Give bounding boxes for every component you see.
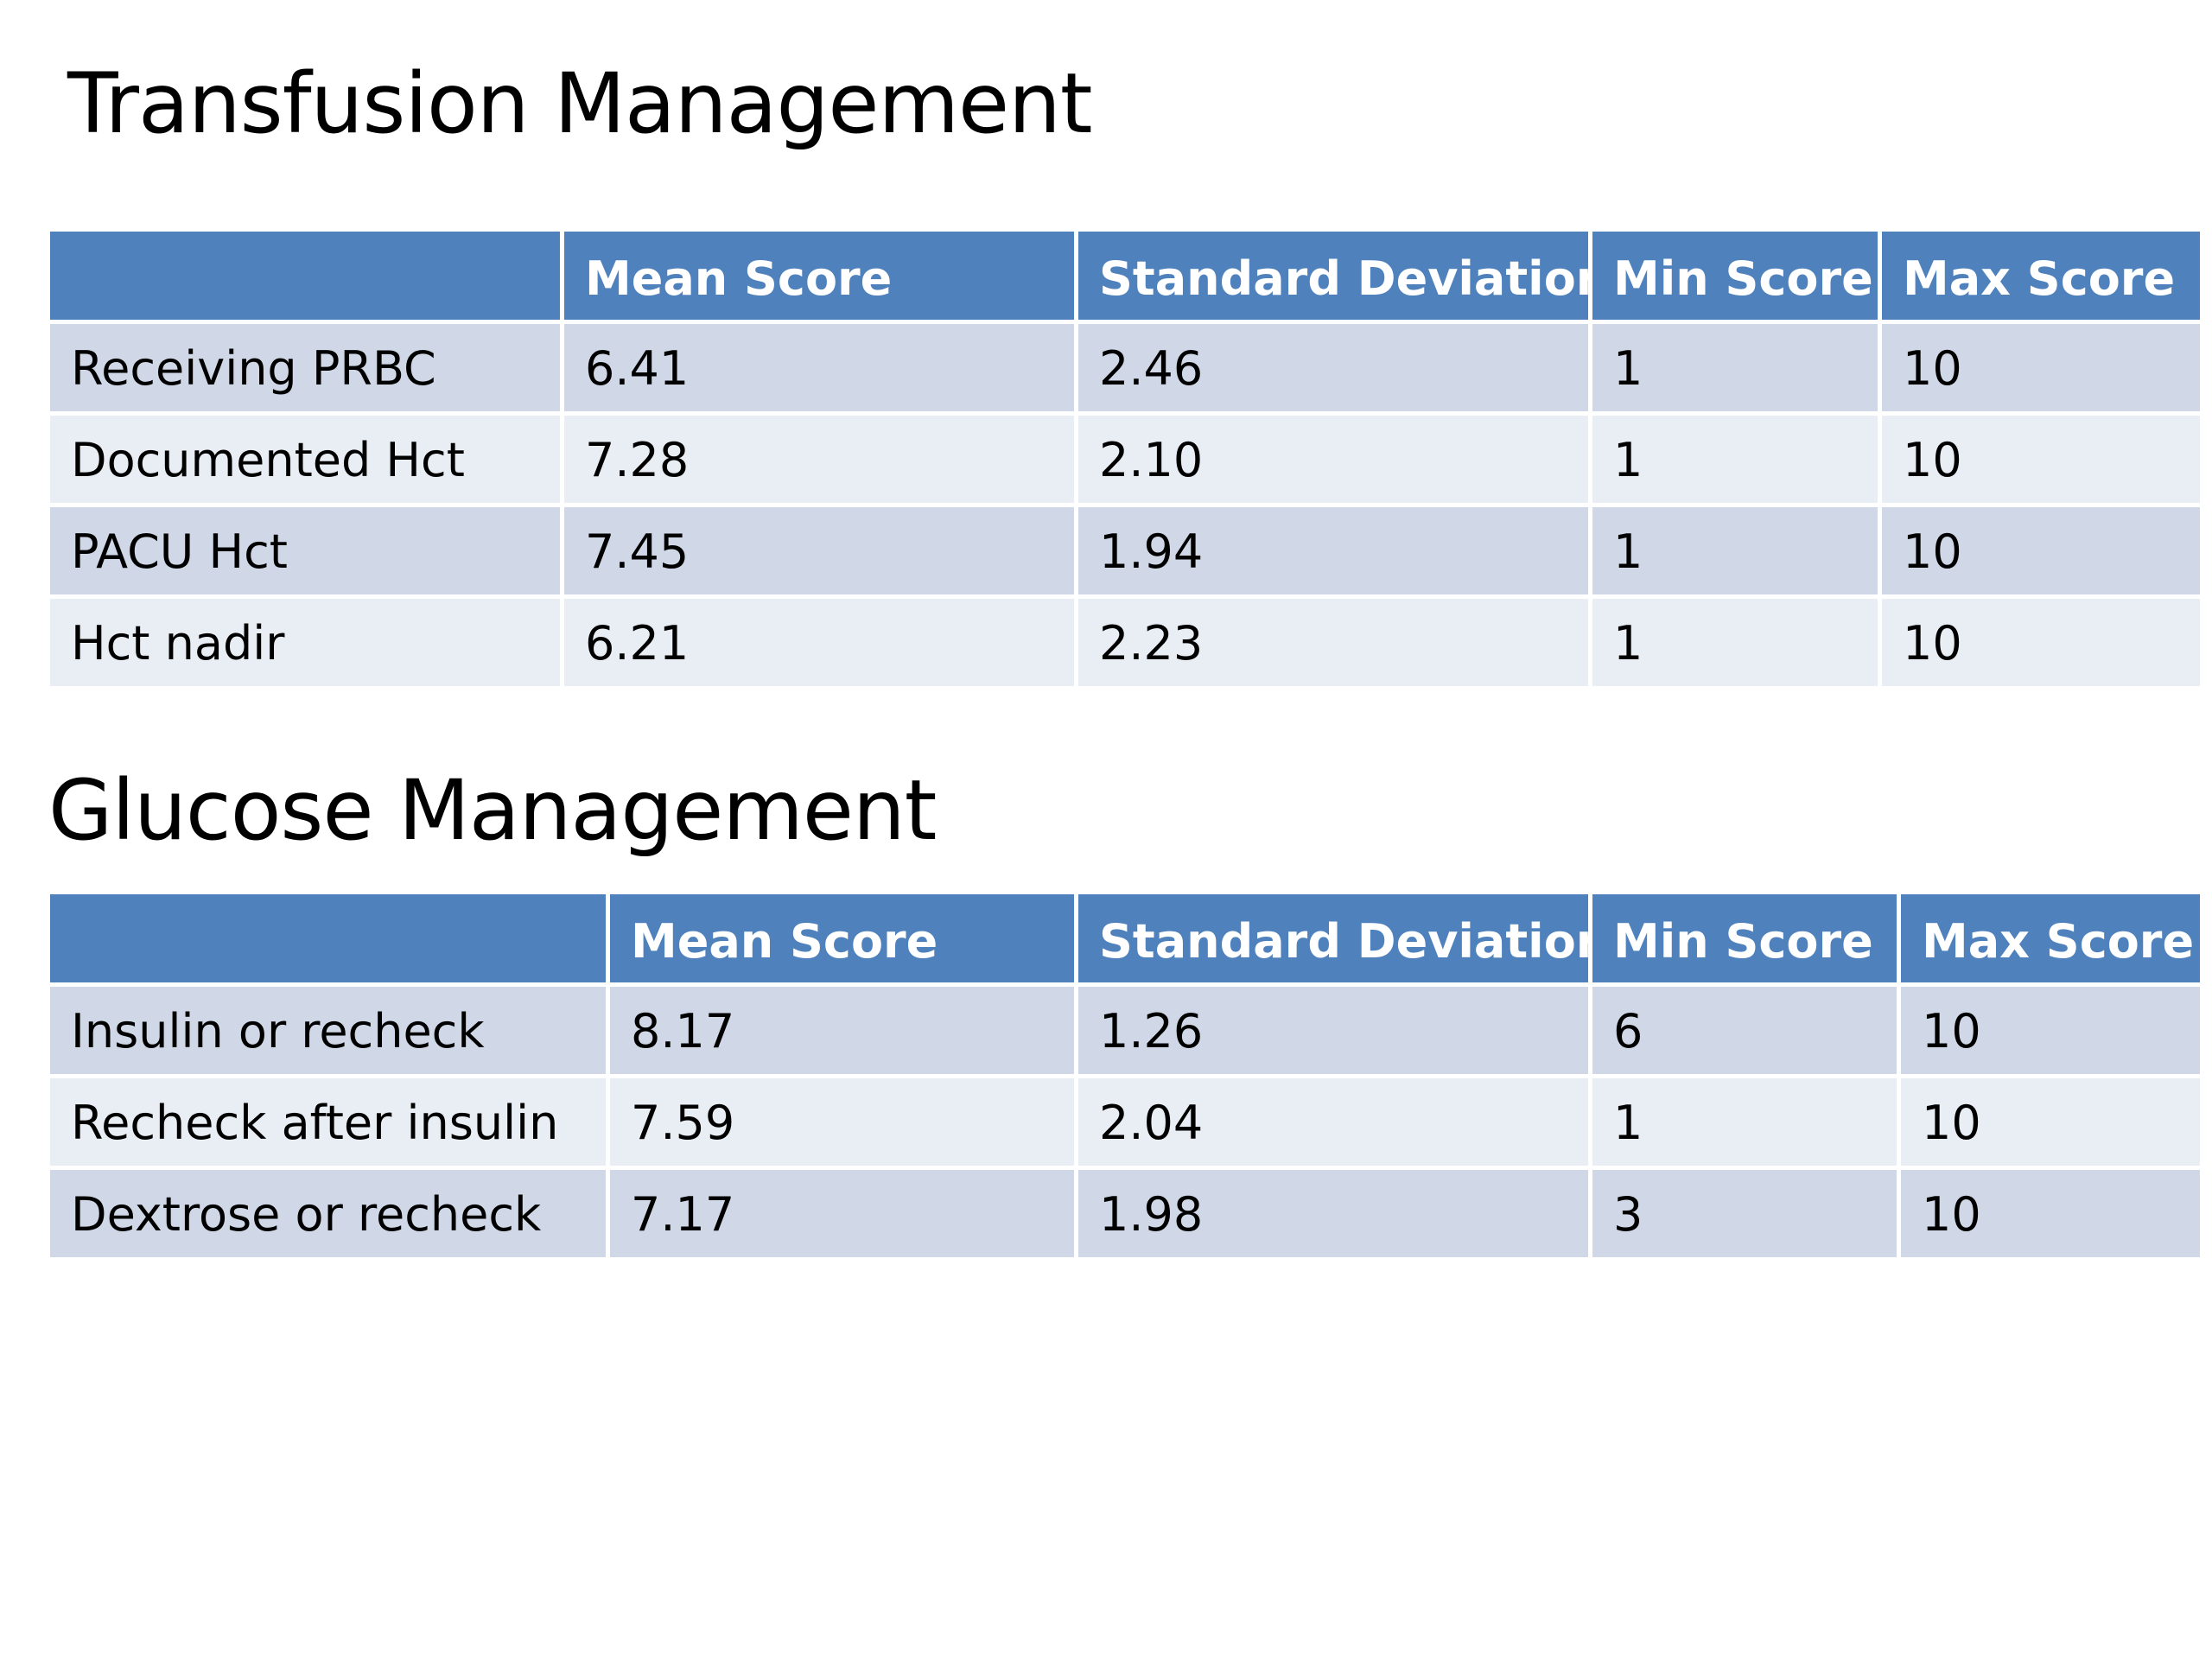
row-label-cell: Recheck after insulin bbox=[50, 1078, 606, 1166]
min-score-cell: 1 bbox=[1592, 416, 1878, 503]
column-header-max-score: Max Score bbox=[1882, 232, 2200, 320]
min-score-cell: 1 bbox=[1592, 507, 1878, 594]
table-row: Insulin or recheck 8.17 1.26 6 10 bbox=[50, 987, 2200, 1074]
glucose-scores-table: Mean Score Standard Deviation Min Score … bbox=[46, 890, 2204, 1262]
table-row: PACU Hct 7.45 1.94 1 10 bbox=[50, 507, 2200, 594]
column-header-min-score: Min Score bbox=[1592, 894, 1897, 982]
standard-deviation-cell: 1.94 bbox=[1078, 507, 1588, 594]
max-score-cell: 10 bbox=[1882, 599, 2200, 686]
standard-deviation-cell: 1.26 bbox=[1078, 987, 1588, 1074]
column-header-standard-deviation: Standard Deviation bbox=[1078, 232, 1588, 320]
row-label-cell: Insulin or recheck bbox=[50, 987, 606, 1074]
table-row: Recheck after insulin 7.59 2.04 1 10 bbox=[50, 1078, 2200, 1166]
mean-score-cell: 6.21 bbox=[564, 599, 1074, 686]
row-label-cell: Documented Hct bbox=[50, 416, 560, 503]
table-row: Receiving PRBC 6.41 2.46 1 10 bbox=[50, 324, 2200, 411]
standard-deviation-cell: 1.98 bbox=[1078, 1170, 1588, 1257]
column-header-row-label bbox=[50, 894, 606, 982]
mean-score-cell: 7.45 bbox=[564, 507, 1074, 594]
mean-score-cell: 7.59 bbox=[610, 1078, 1074, 1166]
min-score-cell: 3 bbox=[1592, 1170, 1897, 1257]
max-score-cell: 10 bbox=[1901, 1170, 2200, 1257]
standard-deviation-cell: 2.10 bbox=[1078, 416, 1588, 503]
mean-score-cell: 7.17 bbox=[610, 1170, 1074, 1257]
min-score-cell: 6 bbox=[1592, 987, 1897, 1074]
glucose-management-title: Glucose Management bbox=[48, 762, 937, 859]
standard-deviation-cell: 2.04 bbox=[1078, 1078, 1588, 1166]
mean-score-cell: 6.41 bbox=[564, 324, 1074, 411]
column-header-row-label bbox=[50, 232, 560, 320]
max-score-cell: 10 bbox=[1882, 416, 2200, 503]
row-label-cell: PACU Hct bbox=[50, 507, 560, 594]
mean-score-cell: 8.17 bbox=[610, 987, 1074, 1074]
table-row: Dextrose or recheck 7.17 1.98 3 10 bbox=[50, 1170, 2200, 1257]
standard-deviation-cell: 2.46 bbox=[1078, 324, 1588, 411]
mean-score-cell: 7.28 bbox=[564, 416, 1074, 503]
column-header-max-score: Max Score bbox=[1901, 894, 2200, 982]
min-score-cell: 1 bbox=[1592, 599, 1878, 686]
transfusion-scores-table: Mean Score Standard Deviation Min Score … bbox=[46, 227, 2204, 690]
column-header-standard-deviation: Standard Deviation bbox=[1078, 894, 1588, 982]
table-header-row: Mean Score Standard Deviation Min Score … bbox=[50, 232, 2200, 320]
max-score-cell: 10 bbox=[1882, 507, 2200, 594]
column-header-min-score: Min Score bbox=[1592, 232, 1878, 320]
standard-deviation-cell: 2.23 bbox=[1078, 599, 1588, 686]
max-score-cell: 10 bbox=[1901, 987, 2200, 1074]
min-score-cell: 1 bbox=[1592, 1078, 1897, 1166]
table-header-row: Mean Score Standard Deviation Min Score … bbox=[50, 894, 2200, 982]
max-score-cell: 10 bbox=[1882, 324, 2200, 411]
row-label-cell: Receiving PRBC bbox=[50, 324, 560, 411]
column-header-mean-score: Mean Score bbox=[564, 232, 1074, 320]
row-label-cell: Dextrose or recheck bbox=[50, 1170, 606, 1257]
table-row: Hct nadir 6.21 2.23 1 10 bbox=[50, 599, 2200, 686]
row-label-cell: Hct nadir bbox=[50, 599, 560, 686]
max-score-cell: 10 bbox=[1901, 1078, 2200, 1166]
table-row: Documented Hct 7.28 2.10 1 10 bbox=[50, 416, 2200, 503]
column-header-mean-score: Mean Score bbox=[610, 894, 1074, 982]
min-score-cell: 1 bbox=[1592, 324, 1878, 411]
transfusion-management-title: Transfusion Management bbox=[67, 55, 1092, 152]
